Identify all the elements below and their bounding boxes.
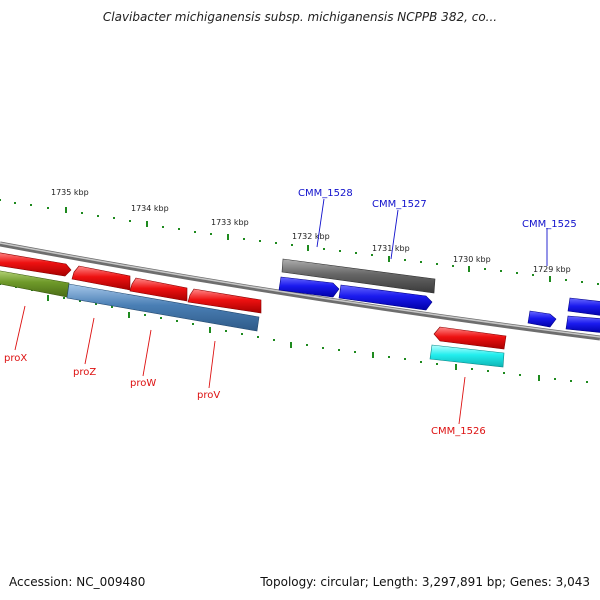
tick-label-1732: 1732 kbp (292, 232, 330, 241)
label-proX: proX (4, 353, 27, 364)
genome-title: Clavibacter michiganensis subsp. michiga… (102, 10, 498, 24)
gene-leader-lines (14, 198, 548, 425)
topology-info: Topology: circular; Length: 3,297,891 bp… (260, 575, 590, 589)
label-proV: proV (197, 390, 220, 401)
gene-steel[interactable] (66, 283, 260, 332)
label-proW: proW (130, 378, 156, 389)
gene-cmm1528[interactable] (278, 276, 340, 298)
gene-cmm1528-grey[interactable] (281, 258, 436, 294)
tick-label-1733: 1733 kbp (211, 218, 249, 227)
tick-label-1729: 1729 kbp (533, 265, 571, 274)
label-cmm1525: CMM_1525 (522, 219, 577, 230)
gene-proV[interactable] (187, 288, 262, 314)
label-cmm1528: CMM_1528 (298, 188, 353, 199)
gene-offscreen-lower[interactable] (565, 315, 600, 333)
backbone (0, 241, 600, 341)
label-cmm1527: CMM_1527 (372, 199, 427, 210)
gene-proW[interactable] (129, 277, 188, 302)
gene-proZ[interactable] (71, 265, 131, 291)
gene-offscreen-upper[interactable] (567, 297, 600, 316)
tick-label-1735: 1735 kbp (51, 188, 89, 197)
tick-label-1730: 1730 kbp (453, 255, 491, 264)
label-cmm1526: CMM_1526 (431, 426, 486, 437)
gene-cmm1526[interactable] (429, 344, 505, 368)
gene-cmm1527[interactable] (338, 284, 433, 311)
tick-label-1731: 1731 kbp (372, 244, 410, 253)
outer-tick-row (0, 199, 599, 285)
gene-cmm1526-red[interactable] (433, 326, 507, 350)
label-proZ: proZ (73, 367, 96, 378)
gene-cmm1525[interactable] (527, 310, 557, 328)
accession-info: Accession: NC_009480 (9, 575, 146, 589)
tick-label-1734: 1734 kbp (131, 204, 169, 213)
gene-proX[interactable] (0, 252, 72, 277)
